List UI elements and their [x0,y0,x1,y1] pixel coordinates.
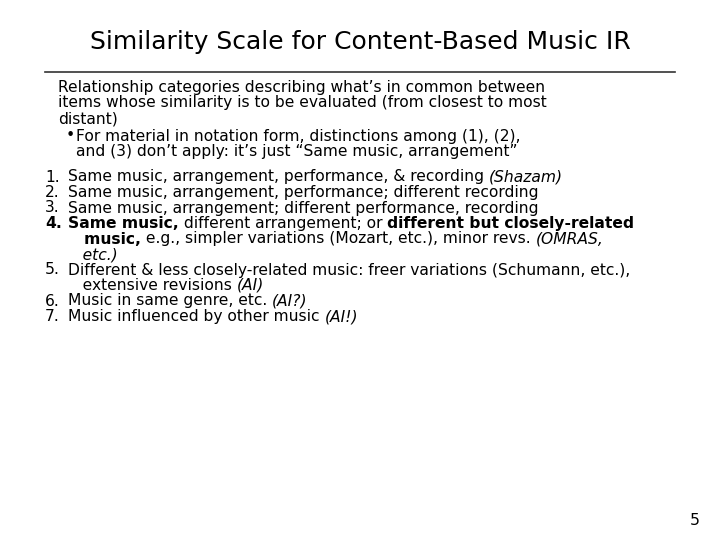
Text: (AI!): (AI!) [325,309,358,324]
Text: Similarity Scale for Content-Based Music IR: Similarity Scale for Content-Based Music… [89,30,631,54]
Text: and (3) don’t apply: it’s just “Same music, arrangement”: and (3) don’t apply: it’s just “Same mus… [76,144,518,159]
Text: 3.: 3. [45,200,60,215]
Text: music,: music, [68,232,141,246]
Text: different arrangement; or: different arrangement; or [179,216,387,231]
Text: 5.: 5. [45,262,60,278]
Text: Same music, arrangement, performance; different recording: Same music, arrangement, performance; di… [68,185,539,200]
Text: etc.): etc.) [68,247,117,262]
Text: distant): distant) [58,111,118,126]
Text: 4.: 4. [45,216,62,231]
Text: Same music, arrangement, performance, & recording: Same music, arrangement, performance, & … [68,170,489,185]
Text: 2.: 2. [45,185,60,200]
Text: •: • [66,129,76,144]
Text: e.g., simpler variations (Mozart, etc.), minor revs.: e.g., simpler variations (Mozart, etc.),… [141,232,536,246]
Text: (AI): (AI) [237,278,264,293]
Text: (AI?): (AI?) [272,294,307,308]
Text: 5: 5 [690,513,700,528]
Text: items whose similarity is to be evaluated (from closest to most: items whose similarity is to be evaluate… [58,96,546,111]
Text: Same music,: Same music, [68,216,179,231]
Text: 7.: 7. [45,309,60,324]
Text: Music influenced by other music: Music influenced by other music [68,309,325,324]
Text: (OMRAS,: (OMRAS, [536,232,603,246]
Text: Same music, arrangement; different performance, recording: Same music, arrangement; different perfo… [68,200,539,215]
Text: 6.: 6. [45,294,60,308]
Text: extensive revisions: extensive revisions [68,278,237,293]
Text: For material in notation form, distinctions among (1), (2),: For material in notation form, distincti… [76,129,521,144]
Text: Relationship categories describing what’s in common between: Relationship categories describing what’… [58,80,545,95]
Text: (Shazam): (Shazam) [489,170,563,185]
Text: Different & less closely-related music: freer variations (Schumann, etc.),: Different & less closely-related music: … [68,262,630,278]
Text: Music in same genre, etc.: Music in same genre, etc. [68,294,272,308]
Text: 1.: 1. [45,170,60,185]
Text: different but closely-related: different but closely-related [387,216,634,231]
